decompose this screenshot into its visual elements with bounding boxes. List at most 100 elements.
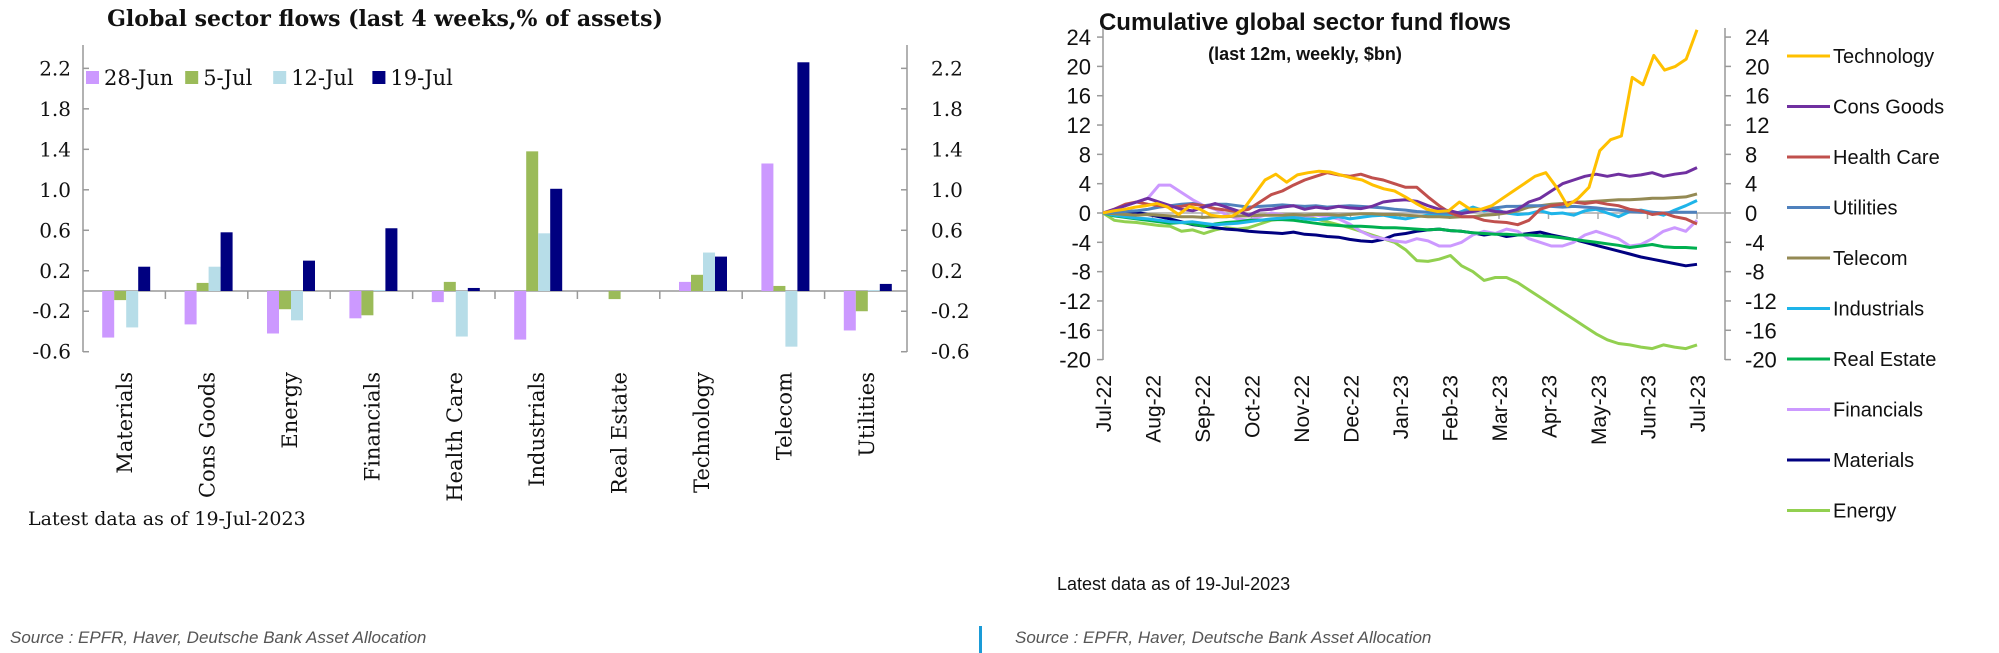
- bar-materials-28-jun: [102, 291, 115, 338]
- line-x-tick-labels: Jul-22 Aug-22 Sep-22 Oct-22 Nov-22 Dec-22 Jan-…: [1093, 375, 1710, 445]
- bar-left-tick-label: -0.2: [32, 299, 71, 323]
- bar-category-label: Materials: [113, 372, 137, 474]
- bar-legend-label: 5-Jul: [203, 66, 252, 90]
- bar-industrials-5-jul: [526, 151, 539, 291]
- bar-health-care-19-jul: [467, 287, 480, 291]
- line-left-tick-label: -12: [1059, 289, 1091, 314]
- bar-legend-label: 12-Jul: [291, 66, 354, 90]
- line-right-tick-label: 0: [1745, 201, 1757, 226]
- line-legend-label: Financials: [1833, 400, 1923, 422]
- bar-technology-28-jun: [679, 281, 691, 291]
- line-series-industrials: [1102, 199, 1698, 227]
- line-x-tick-label: Sep-22: [1192, 375, 1215, 443]
- line-x-tick-label: Mar-23: [1489, 375, 1512, 442]
- bar-financials-12-jul: [373, 289, 386, 291]
- bar-materials-19-jul: [138, 266, 151, 291]
- line-x-tick-label: Oct-22: [1242, 375, 1265, 438]
- line-legend-label: Utilities: [1833, 198, 1897, 220]
- line-chart-title: Cumulative global sector fund flows: [1099, 9, 1511, 36]
- bar-marks: [102, 62, 892, 347]
- line-series-group: [1102, 29, 1699, 351]
- line-legend-label: Energy: [1833, 501, 1896, 523]
- bar-technology-12-jul: [703, 252, 715, 291]
- line-right-tick-label: 4: [1745, 172, 1757, 197]
- bar-utilities-28-jun: [843, 291, 856, 331]
- bar-category-label: Utilities: [855, 372, 879, 457]
- bar-cons-goods-28-jun: [184, 291, 197, 325]
- bar-left-tick-label: 1.0: [39, 178, 71, 202]
- line-x-tick-label: Jun-23: [1638, 375, 1661, 439]
- bar-right-axis: 2.2 1.8 1.4 1.0 0.6 0.2 -0.2 -0.6: [901, 45, 970, 364]
- line-x-tick-label: Aug-22: [1143, 375, 1166, 443]
- line-right-tick-label: -12: [1745, 289, 1777, 314]
- line-right-tick-label: 24: [1745, 25, 1769, 50]
- line-right-tick-label: 12: [1745, 113, 1769, 138]
- bar-left-tick-label: 0.2: [39, 259, 71, 283]
- line-left-axis: 24 20 16 12 8 4 0 -4 -8 -12 -16 -20: [1059, 25, 1104, 373]
- bar-cons-goods-19-jul: [220, 232, 233, 291]
- bar-right-tick-label: -0.6: [931, 340, 970, 364]
- line-legend-label: Cons Goods: [1833, 97, 1944, 119]
- bar-financials-5-jul: [361, 291, 374, 316]
- line-right-tick-label: 8: [1745, 142, 1757, 167]
- line-left-tick-label: -8: [1071, 260, 1091, 285]
- line-legend-label: Health Care: [1833, 147, 1940, 169]
- bar-right-tick-label: 1.0: [931, 178, 963, 202]
- line-chart-subtitle: (last 12m, weekly, $bn): [1208, 44, 1402, 64]
- line-legend-label: Technology: [1833, 46, 1934, 68]
- bar-telecom-12-jul: [785, 291, 798, 347]
- bar-energy-5-jul: [279, 291, 291, 310]
- bar-category-label: Financials: [360, 372, 384, 481]
- bar-category-label: Energy: [278, 372, 302, 449]
- bar-category-label: Real Estate: [608, 372, 632, 494]
- line-right-tick-label: -20: [1745, 348, 1777, 373]
- line-x-tick-label: Jan-23: [1390, 375, 1413, 439]
- line-x-tick-label: Dec-22: [1341, 375, 1364, 443]
- bar-materials-12-jul: [126, 291, 139, 328]
- line-x-tick-label: Jul-23: [1687, 375, 1710, 432]
- bar-legend-swatch: [86, 71, 99, 84]
- bar-health-care-12-jul: [455, 291, 468, 337]
- line-legend: Technology Cons Goods Health Care Utilities…: [1787, 46, 1944, 523]
- bar-left-tick-label: 0.6: [39, 218, 71, 242]
- right-chart-panel: Cumulative global sector fund flows (las…: [980, 0, 1999, 653]
- line-x-tick-label: Feb-23: [1440, 375, 1463, 442]
- line-chart-footnote: Latest data as of 19-Jul-2023: [1057, 574, 1290, 594]
- bar-category-labels: Materials Cons Goods Energy Financials Healt…: [113, 372, 879, 502]
- line-right-tick-label: -16: [1745, 318, 1777, 343]
- bar-financials-19-jul: [385, 228, 398, 291]
- bar-industrials-19-jul: [550, 188, 563, 291]
- bar-industrials-28-jun: [514, 291, 527, 340]
- line-series-real-estate: [1102, 211, 1698, 250]
- bar-left-tick-label: -0.6: [32, 340, 71, 364]
- line-right-tick-label: -4: [1745, 230, 1765, 255]
- bar-cons-goods-5-jul: [196, 282, 209, 291]
- bar-right-tick-label: 1.4: [931, 137, 963, 161]
- line-right-tick-label: 20: [1745, 54, 1769, 79]
- bar-financials-28-jun: [349, 291, 362, 319]
- panel-divider: [979, 626, 982, 653]
- bar-legend: 28-Jun 5-Jul 12-Jul 19-Jul: [86, 66, 453, 90]
- line-x-tick-label: Apr-23: [1539, 375, 1562, 438]
- line-left-tick-label: 16: [1067, 84, 1091, 109]
- line-chart-source: Source : EPFR, Haver, Deutsche Bank Asse…: [1015, 628, 1432, 647]
- line-left-tick-label: 12: [1067, 113, 1091, 138]
- line-left-tick-label: 20: [1067, 54, 1091, 79]
- bar-utilities-19-jul: [879, 283, 892, 291]
- bar-category-label: Cons Goods: [196, 372, 220, 498]
- bar-legend-label: 28-Jun: [104, 66, 173, 90]
- bar-telecom-28-jun: [761, 163, 774, 291]
- line-right-tick-label: -8: [1745, 260, 1765, 285]
- line-right-tick-label: 16: [1745, 84, 1769, 109]
- bar-technology-19-jul: [715, 256, 727, 291]
- line-left-tick-label: -4: [1071, 230, 1091, 255]
- bar-category-label: Industrials: [525, 372, 549, 487]
- bar-left-axis: 2.2 1.8 1.4 1.0 0.6 0.2 -0.2 -0.6: [32, 45, 89, 364]
- line-left-tick-label: 4: [1079, 172, 1091, 197]
- bar-technology-5-jul: [691, 274, 703, 291]
- bar-health-care-28-jun: [431, 291, 444, 303]
- bar-right-tick-label: -0.2: [931, 299, 970, 323]
- left-chart-panel: Global sector flows (last 4 weeks,% of a…: [0, 0, 980, 653]
- bar-real-estate-5-jul: [608, 291, 621, 300]
- bar-legend-swatch: [185, 71, 199, 84]
